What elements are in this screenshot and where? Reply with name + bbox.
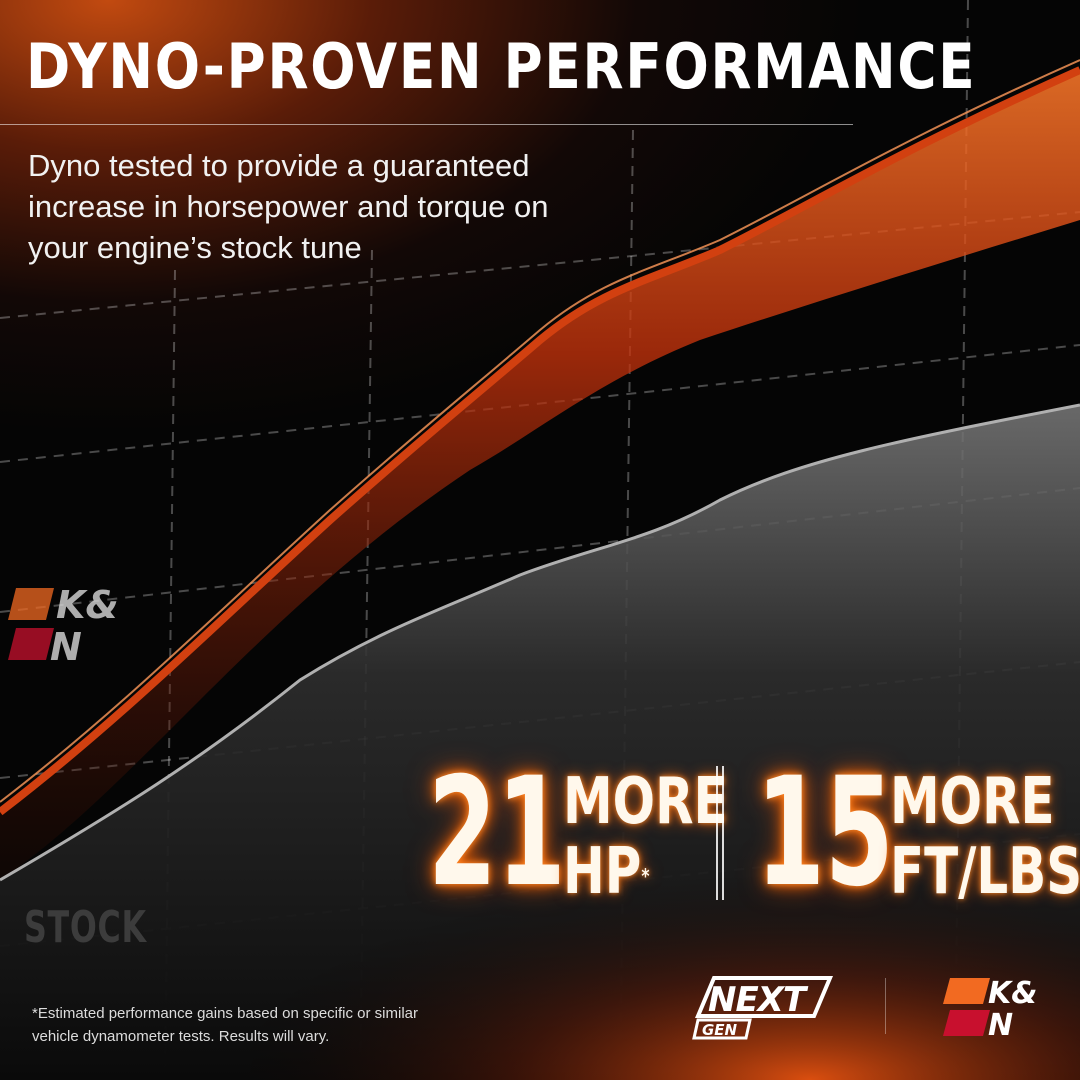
kn-curve-fill — [0, 70, 1080, 880]
kn-logo-side: K& N — [8, 584, 119, 666]
kn-red-stripe — [943, 1010, 990, 1036]
kn-logo-bottom: K& N — [943, 976, 1037, 1038]
hp-unit-text: HP — [563, 835, 642, 909]
svg-text:K&: K& — [988, 976, 1037, 1011]
disclaimer-footnote: *Estimated performance gains based on sp… — [32, 1005, 419, 1045]
svg-text:N: N — [988, 1008, 1013, 1038]
logo-divider — [885, 978, 886, 1034]
kn-curve-line — [0, 66, 1080, 816]
torque-gain-number: 15 — [756, 746, 894, 920]
hp-gain-number: 21 — [428, 746, 566, 920]
subtitle: Dyno tested to provide a guaranteed incr… — [28, 148, 549, 265]
svg-text:GEN: GEN — [702, 1021, 738, 1039]
torque-gain-word: MORE — [890, 765, 1055, 839]
torque-gain-unit: FT/LBS* — [890, 838, 1080, 906]
hp-gain-unit: HP* — [563, 838, 650, 906]
page-title: DYNO-PROVEN PERFORMANCE — [26, 30, 977, 103]
kn-orange-stripe — [943, 978, 990, 1004]
title-divider — [0, 124, 853, 125]
torque-unit-text: FT/LBS — [890, 835, 1080, 909]
stock-label: STOCK — [24, 902, 147, 953]
hp-gain-word: MORE — [563, 765, 728, 839]
svg-text:K&: K& — [56, 584, 119, 627]
hp-asterisk: * — [641, 864, 650, 888]
svg-text:N: N — [50, 625, 82, 666]
svg-text:NEXT: NEXT — [708, 980, 809, 1020]
stats-divider — [716, 766, 724, 900]
nextgen-logo: NEXT GEN — [692, 976, 834, 1040]
kn-red-stripe — [8, 628, 54, 660]
kn-orange-stripe — [8, 588, 54, 620]
